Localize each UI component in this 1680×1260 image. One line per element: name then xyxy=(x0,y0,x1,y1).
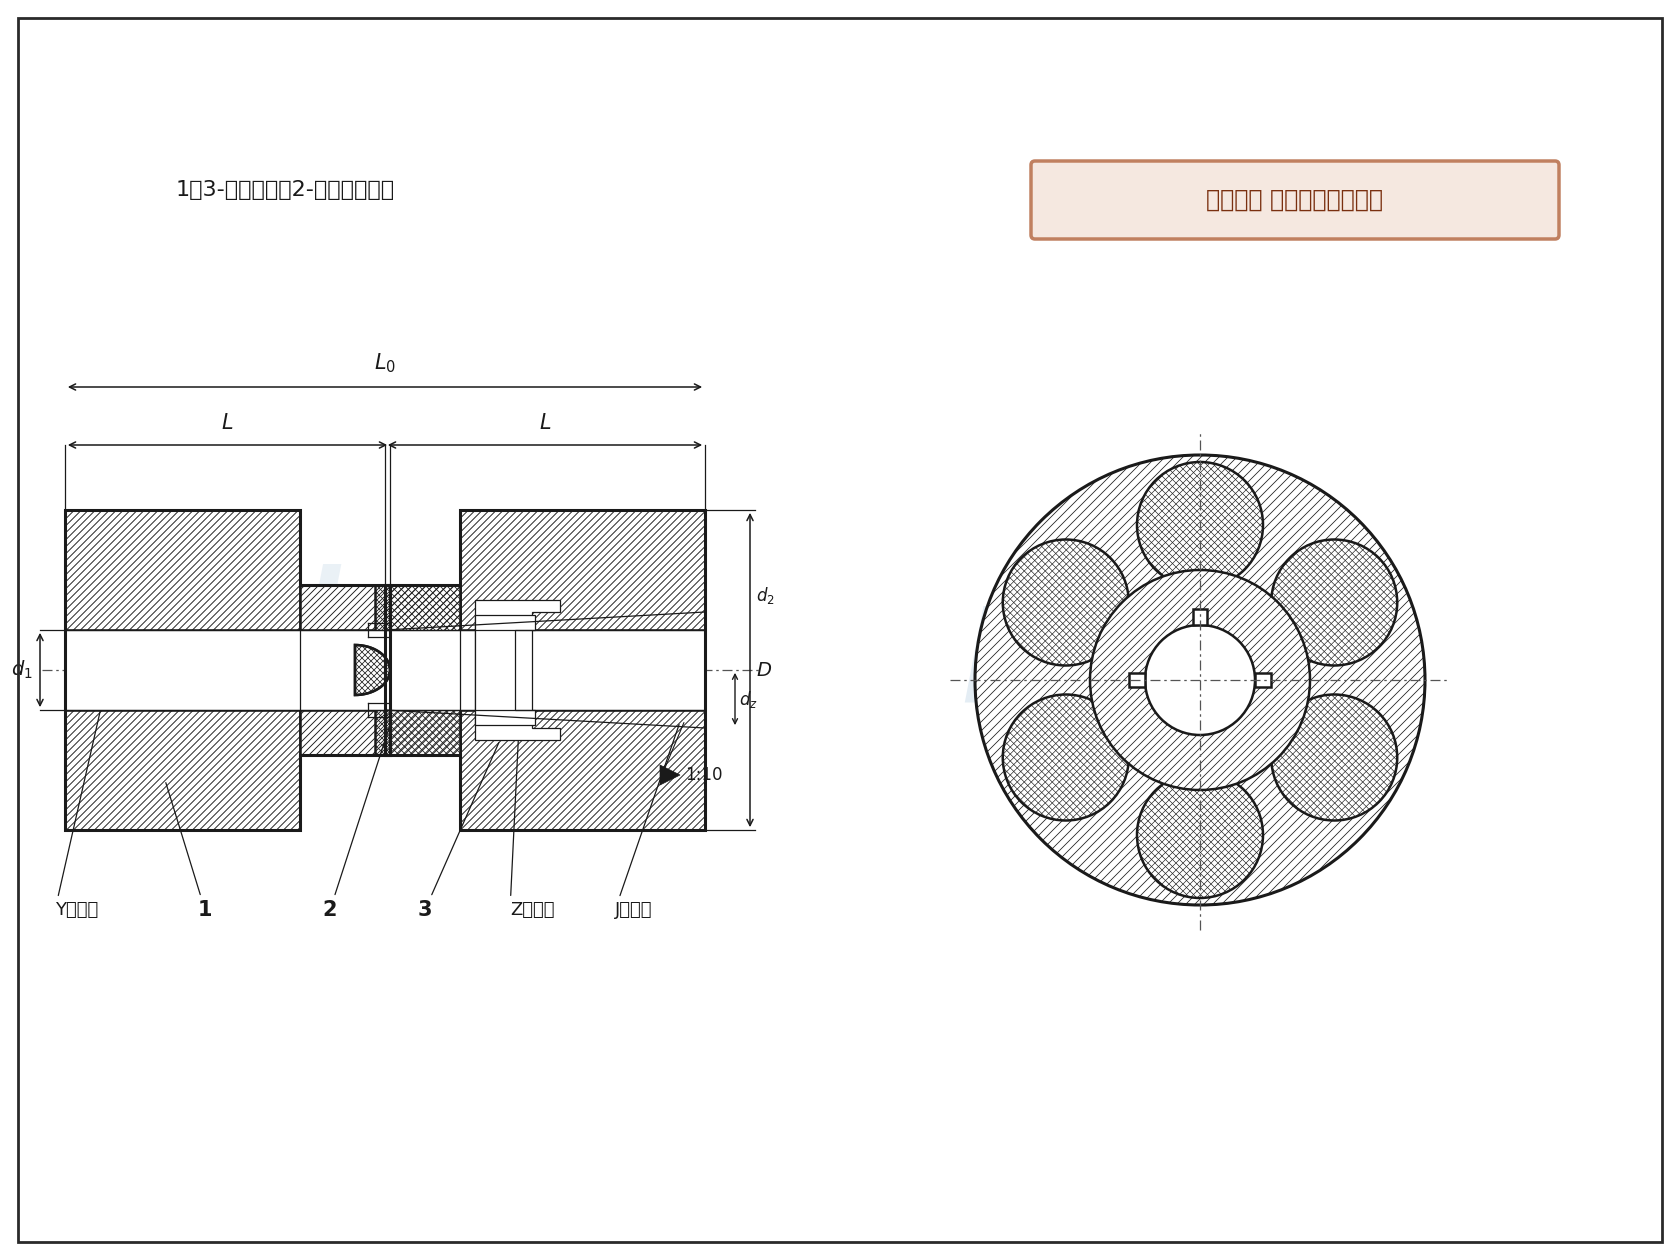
Text: Roke: Roke xyxy=(158,564,442,665)
Polygon shape xyxy=(660,765,680,785)
Text: 1:10: 1:10 xyxy=(685,766,722,784)
Text: J型轴孔: J型轴孔 xyxy=(615,724,679,919)
Polygon shape xyxy=(1255,673,1272,687)
Text: 版权所有 侵权必被严厉追究: 版权所有 侵权必被严厉追究 xyxy=(1206,188,1384,212)
Polygon shape xyxy=(1129,673,1146,687)
Polygon shape xyxy=(66,510,301,630)
Polygon shape xyxy=(475,600,559,740)
Text: $d_1$: $d_1$ xyxy=(12,659,34,682)
Polygon shape xyxy=(460,510,706,630)
Text: 2: 2 xyxy=(323,727,390,920)
Circle shape xyxy=(1137,772,1263,898)
Circle shape xyxy=(1272,539,1398,665)
Text: 1、3-半联轴器；2-梅花形弹性件: 1、3-半联轴器；2-梅花形弹性件 xyxy=(175,180,395,200)
Circle shape xyxy=(1003,694,1129,820)
Polygon shape xyxy=(354,645,390,696)
Text: Y型轴孔: Y型轴孔 xyxy=(55,693,104,919)
Text: $d_z$: $d_z$ xyxy=(739,688,758,709)
Polygon shape xyxy=(475,615,534,724)
Circle shape xyxy=(974,455,1425,905)
Text: Roke: Roke xyxy=(961,601,1319,728)
Polygon shape xyxy=(385,709,460,755)
Circle shape xyxy=(1003,539,1129,665)
Circle shape xyxy=(1090,570,1310,790)
Text: $L$: $L$ xyxy=(222,413,234,433)
Polygon shape xyxy=(66,630,390,709)
Text: $D$: $D$ xyxy=(756,660,773,679)
Text: $d_2$: $d_2$ xyxy=(756,585,774,606)
Polygon shape xyxy=(1193,609,1206,625)
Polygon shape xyxy=(301,709,390,755)
Polygon shape xyxy=(385,630,706,709)
Polygon shape xyxy=(385,585,460,630)
Polygon shape xyxy=(460,709,706,830)
Text: 3: 3 xyxy=(418,742,499,920)
Text: $L_0$: $L_0$ xyxy=(375,352,396,375)
Text: $L$: $L$ xyxy=(539,413,551,433)
Circle shape xyxy=(1137,462,1263,588)
Polygon shape xyxy=(66,709,301,830)
Text: Z型轴孔: Z型轴孔 xyxy=(511,708,554,919)
Polygon shape xyxy=(301,585,390,630)
Polygon shape xyxy=(375,585,460,755)
FancyBboxPatch shape xyxy=(1032,161,1559,239)
Text: 1: 1 xyxy=(166,782,212,920)
Circle shape xyxy=(1146,625,1255,735)
Circle shape xyxy=(1272,694,1398,820)
